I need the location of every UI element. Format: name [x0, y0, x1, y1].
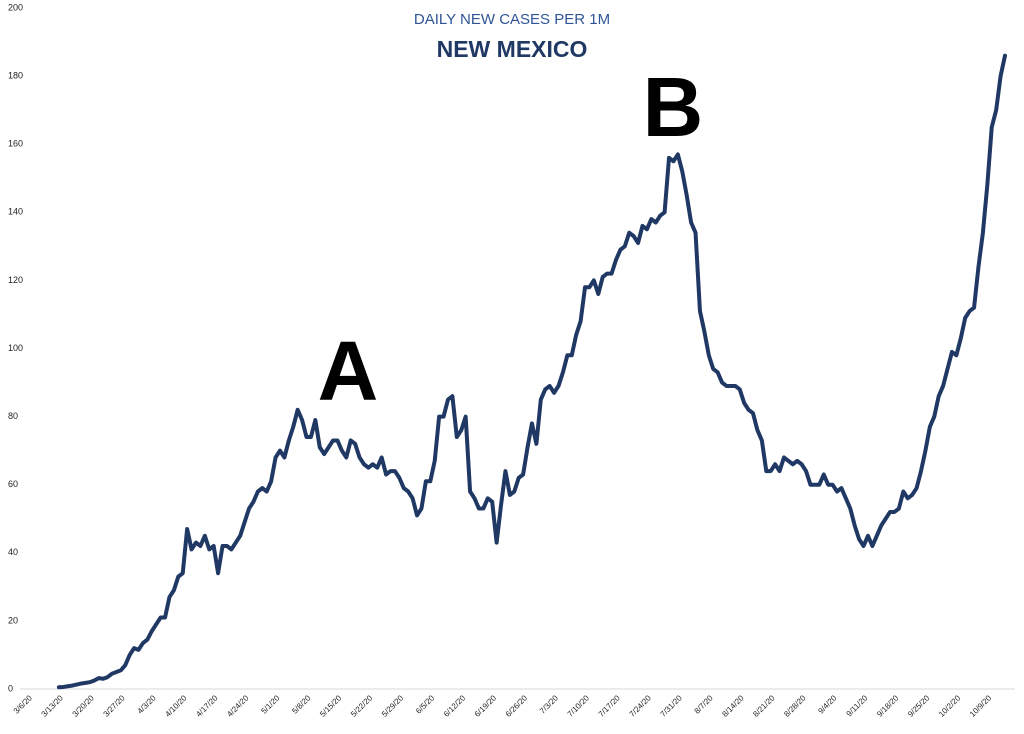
y-tick-label: 120 [8, 275, 23, 285]
chart-title: DAILY NEW CASES PER 1M [414, 11, 610, 28]
annotation: A [318, 324, 379, 418]
y-tick-label: 0 [8, 683, 13, 693]
data-line [56, 53, 1007, 690]
y-tick-label: 40 [8, 547, 18, 557]
y-tick-label: 60 [8, 479, 18, 489]
y-tick-label: 20 [8, 615, 18, 625]
annotation: B [643, 60, 704, 154]
y-tick-label: 140 [8, 207, 23, 217]
y-tick-label: 160 [8, 139, 23, 149]
y-tick-label: 180 [8, 70, 23, 80]
chart-subtitle: NEW MEXICO [437, 36, 588, 62]
y-tick-label: 200 [8, 2, 23, 12]
y-tick-label: 80 [8, 411, 18, 421]
y-tick-label: 100 [8, 343, 23, 353]
